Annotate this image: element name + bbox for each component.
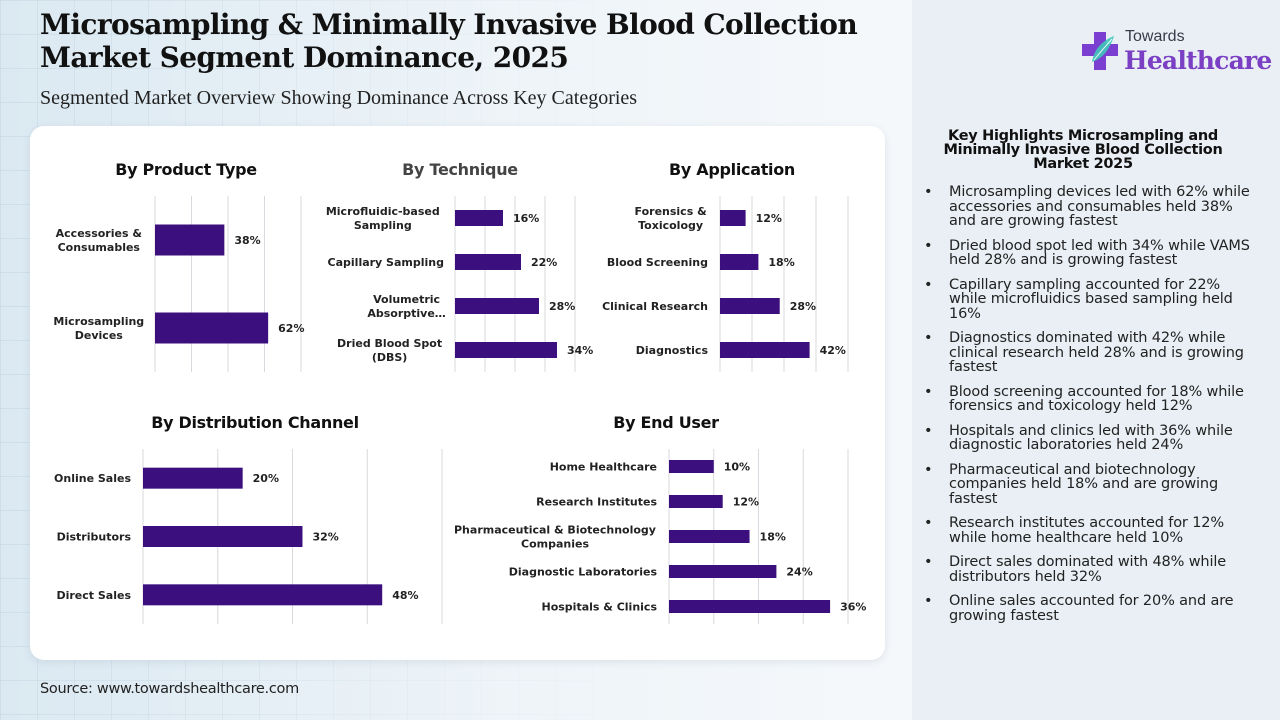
category-label: Online Sales [54,472,131,485]
highlight-item: • Dried blood spot led with 34% while VAM… [924,237,1250,268]
bar [669,600,831,613]
value-label: 12% [733,496,759,509]
value-label: 28% [549,300,575,313]
highlight-item: • Online sales accounted for 20% and are … [924,593,1234,624]
value-label: 48% [392,589,418,602]
category-label: Accessories & Consumables [56,227,143,254]
bullet-icon: • [924,276,933,293]
bar [143,526,303,547]
chart-title-end-user: By End User [613,413,719,432]
category-label: Dried Blood Spot (DBS) [337,337,442,364]
category-label: Blood Screening [607,256,708,269]
value-label: 18% [768,256,794,269]
category-label: Home Healthcare [550,461,657,474]
chart-title-product-type: By Product Type [115,160,257,179]
value-label: 62% [278,322,304,335]
medical-cross-leaf-icon [1082,32,1118,70]
highlight-item: • Direct sales dominated with 48% while d… [924,554,1226,585]
logo-text-towards: Towards [1125,28,1185,45]
bar [455,342,557,358]
category-label: Research Institutes [536,496,657,509]
value-label: 16% [513,212,539,225]
chart-distribution-channel: 20% Online Sales 32% Distributors 48% Direct … [54,449,443,624]
source-text: Source: www.towardshealthcare.com [40,681,299,697]
value-label: 32% [312,531,338,544]
highlight-item: • Capillary sampling accounted for 22% wh… [924,276,1233,322]
bar [455,210,503,226]
bar [455,298,539,314]
bar [720,342,810,358]
chart-end-user: 10% Home Healthcare 12% Research Institutes… [454,449,866,624]
bullet-icon: • [924,515,933,531]
page-title: Microsampling & Minimally Invasive Blood… [40,8,858,74]
bar [455,254,521,270]
category-label: Volumetric Absorptive… [367,293,445,320]
chart-title-technique: By Technique [402,160,518,179]
category-label: Microfluidic-based Sampling [326,205,440,232]
value-label: 42% [820,344,846,357]
category-label: Direct Sales [56,589,131,602]
highlights-title: Key Highlights Microsampling and Minimal… [943,128,1223,172]
bar [720,298,780,314]
bullet-icon: • [924,422,933,439]
bar [155,224,225,256]
bullet-icon: • [924,554,933,570]
towards-healthcare-logo: Towards Healthcare [1080,28,1272,78]
bar [143,584,383,606]
highlights-list: • Microsampling devices led with 62% whil… [922,185,1252,633]
bar [143,467,243,489]
value-label: 10% [724,461,750,474]
bar [720,254,759,270]
logo-text-healthcare: Healthcare [1124,46,1272,75]
value-label: 20% [253,472,279,485]
category-label: Clinical Research [602,300,708,313]
value-label: 36% [840,601,866,614]
bar [669,565,777,578]
charts-card [30,126,885,660]
value-label: 28% [790,300,816,313]
bullet-icon: • [924,237,933,254]
chart-title-distribution-channel: By Distribution Channel [151,413,359,432]
chart-product-type: 38% Accessories & Consumables 62% Microsampl… [53,196,304,372]
bullet-icon: • [924,330,933,346]
category-label: Pharmaceutical & Biotechnology Companies [454,524,656,551]
highlight-item: • Microsampling devices led with 62% whil… [924,184,1250,229]
page-subtitle: Segmented Market Overview Showing Domina… [40,87,638,109]
value-label: 12% [756,212,782,225]
value-label: 18% [760,531,786,544]
category-label: Hospitals & Clinics [542,601,658,614]
category-label: Microsampling Devices [53,315,144,342]
highlight-item: • Blood screening accounted for 18% while… [924,383,1244,414]
bar [720,210,746,226]
category-label: Diagnostic Laboratories [509,566,658,579]
category-label: Forensics & Toxicology [635,205,708,232]
chart-technique: 16% Microfluidic-based Sampling 22% Capillar… [326,196,593,372]
highlights-panel [912,0,1280,720]
bar [155,312,269,344]
value-label: 22% [531,256,557,269]
bar [669,495,723,508]
highlight-item: • Hospitals and clinics led with 36% whil… [924,422,1233,453]
highlight-item: • Research institutes accounted for 12% w… [924,515,1224,546]
category-label: Diagnostics [636,344,709,357]
category-label: Distributors [57,531,132,544]
value-label: 34% [567,344,593,357]
bullet-icon: • [924,383,933,400]
bullet-icon: • [924,184,933,200]
bar [669,460,714,473]
value-label: 24% [786,566,812,579]
bar [669,530,750,543]
chart-title-application: By Application [668,160,796,179]
chart-application: 12% Forensics & Toxicology 18% Blood Screeni… [602,196,849,372]
highlight-item: • Diagnostics dominated with 42% while cl… [924,330,1244,375]
highlight-item: • Pharmaceutical and biotechnology compan… [924,461,1218,507]
bullet-icon: • [924,593,933,609]
value-label: 38% [234,234,260,247]
category-label: Capillary Sampling [328,256,444,269]
bullet-icon: • [924,461,933,478]
